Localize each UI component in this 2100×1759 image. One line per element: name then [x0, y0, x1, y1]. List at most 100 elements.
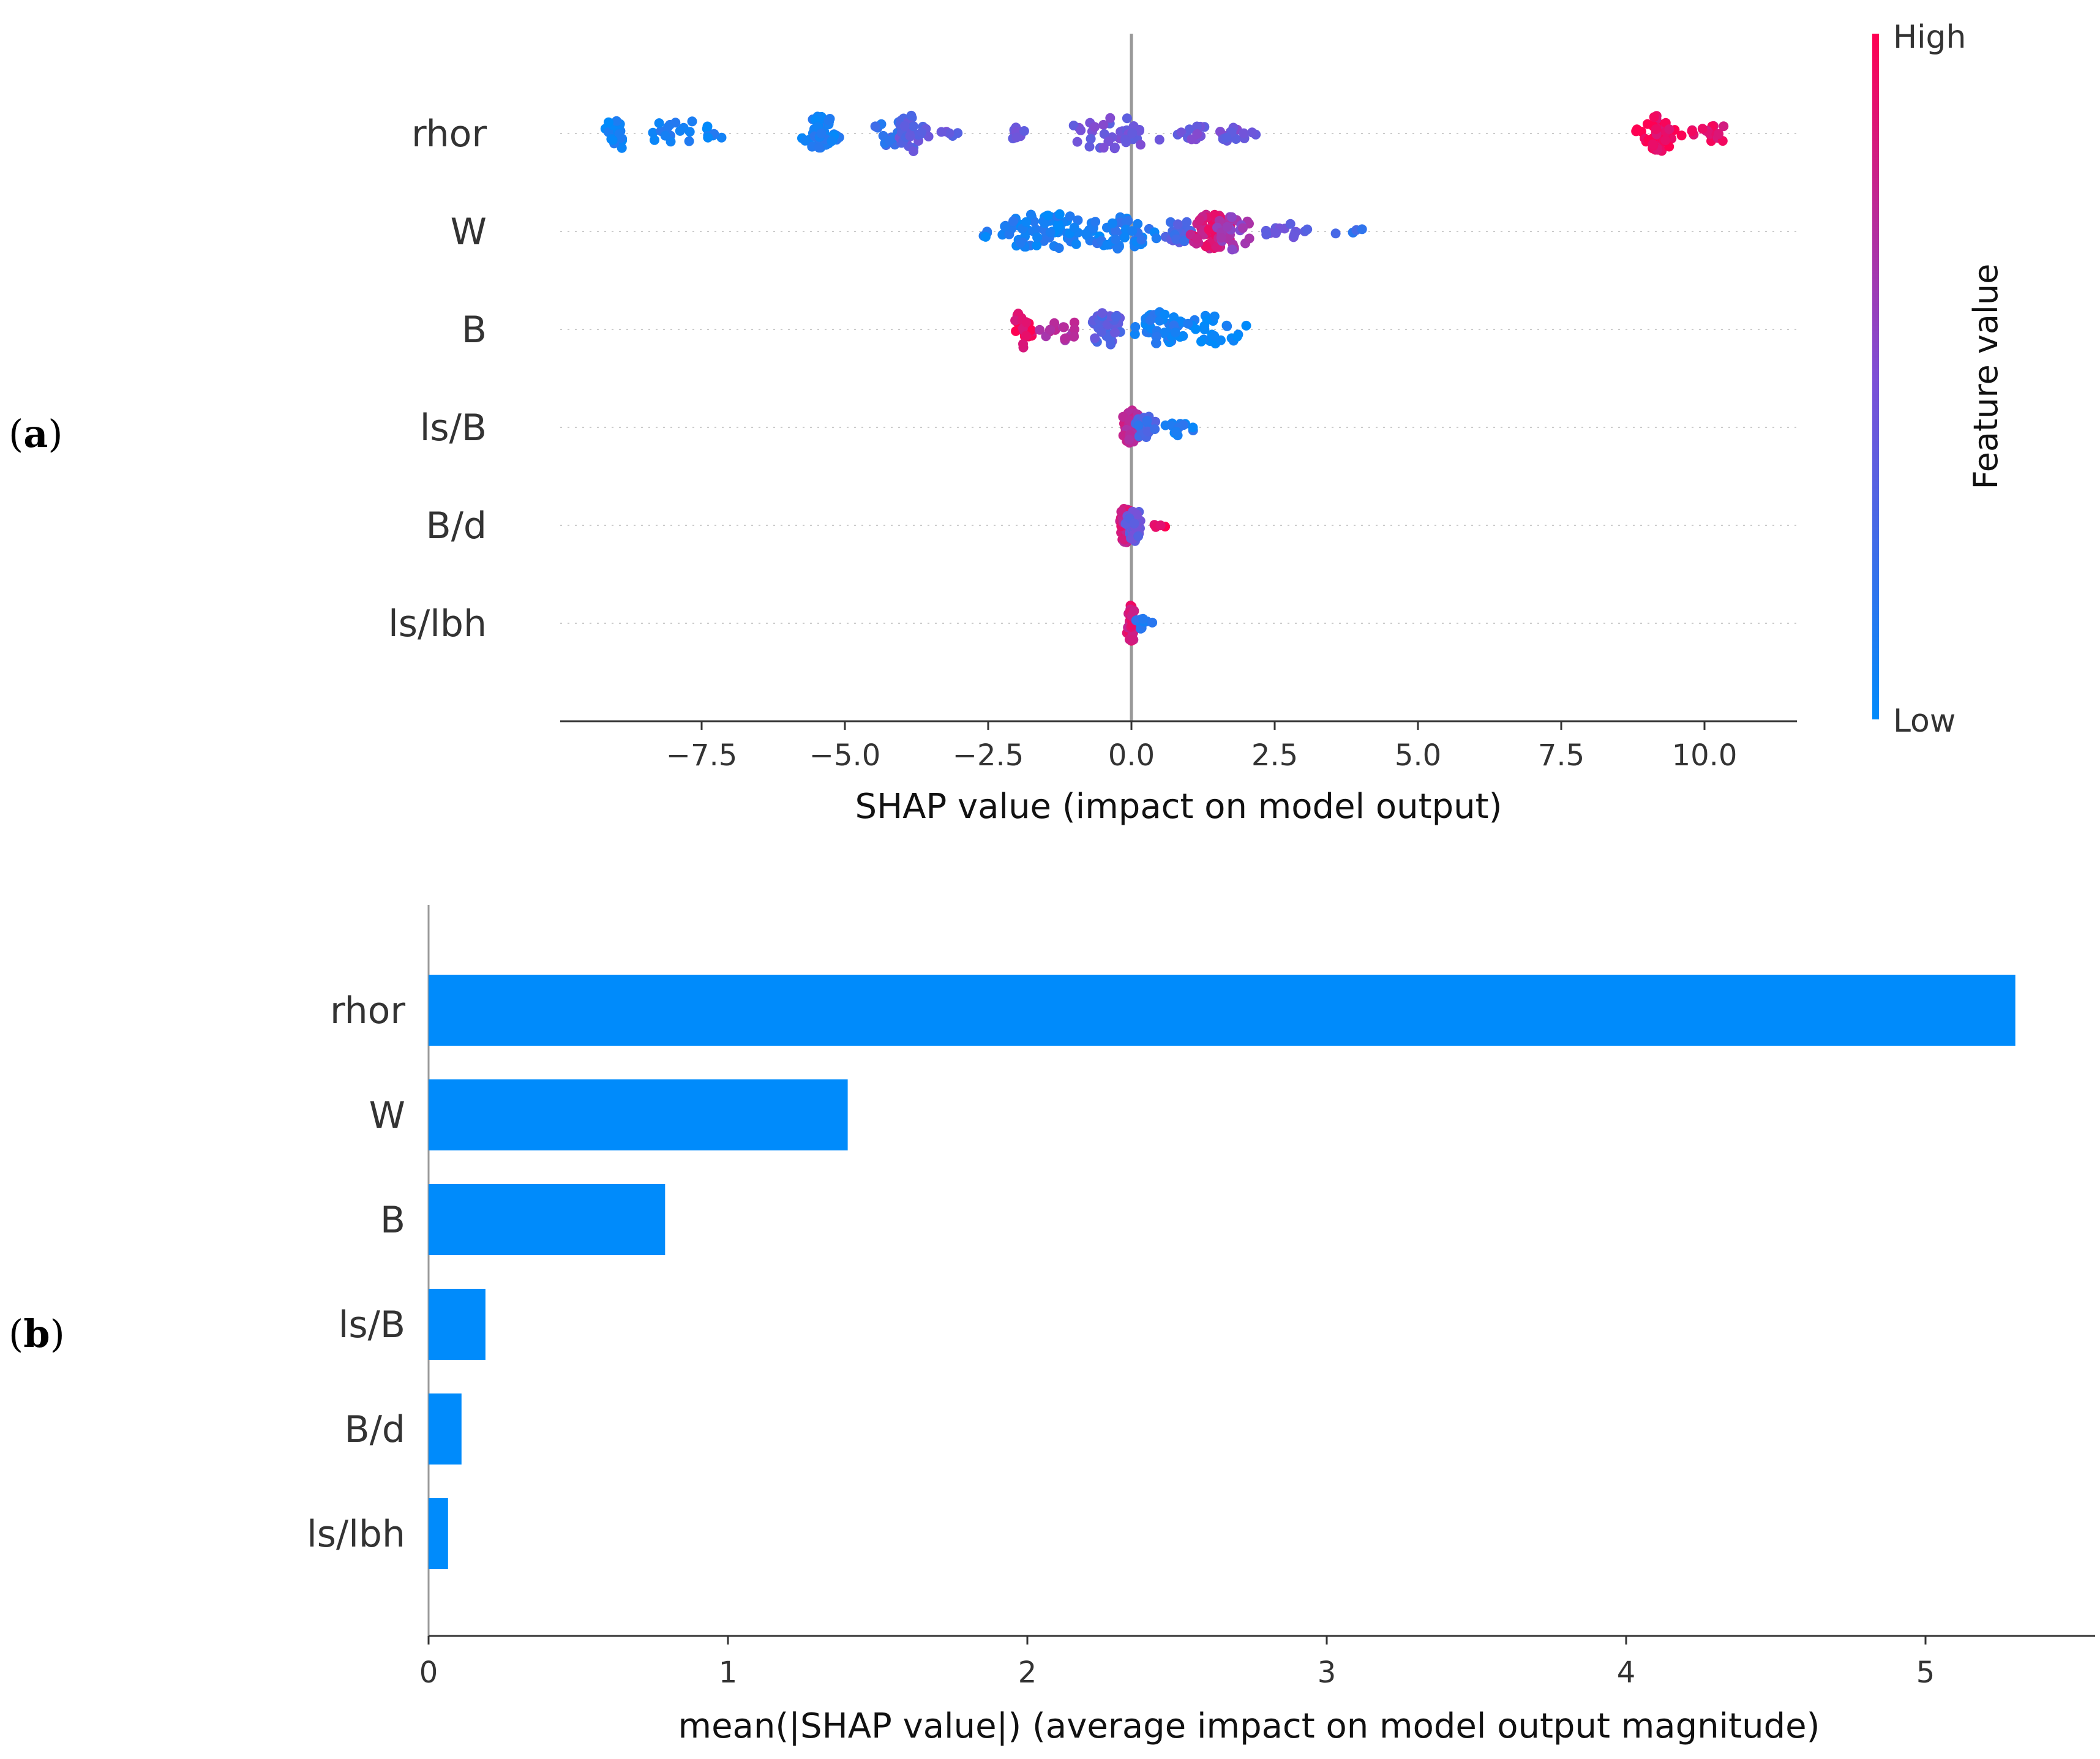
shap-point	[1169, 312, 1179, 323]
shap-point	[1122, 113, 1132, 124]
shap-point	[936, 127, 947, 137]
shap-point	[1247, 127, 1258, 138]
bar-x-tick-label: 0	[419, 1656, 438, 1690]
shap-point	[816, 129, 827, 138]
shap-point	[1150, 416, 1160, 427]
shap-point	[1146, 315, 1155, 325]
shap-point	[1176, 127, 1187, 138]
shap-point	[1182, 217, 1192, 227]
shap-point	[1069, 317, 1079, 328]
shap-point	[1209, 331, 1220, 341]
shap-point	[1651, 124, 1661, 135]
shap-point	[1076, 125, 1086, 135]
shap-point	[1032, 240, 1042, 250]
shap-point	[1045, 324, 1056, 335]
shap-point	[1357, 224, 1367, 234]
bar-B	[429, 1184, 666, 1255]
beeswarm-x-tick-label: 5.0	[1395, 738, 1441, 773]
bar-x-tick-label: 2	[1018, 1656, 1037, 1690]
shap-point	[1216, 233, 1226, 243]
shap-point	[1054, 219, 1063, 230]
shap-point	[1011, 132, 1022, 143]
shap-point	[1302, 224, 1313, 234]
shap-point	[1111, 226, 1121, 236]
shap-point	[1664, 124, 1674, 135]
beeswarm-feature-label: W	[451, 211, 487, 253]
shap-point	[1069, 324, 1079, 334]
bar-chart-category-labels: rhor W Bls/B B/d ls/lbh	[307, 989, 405, 1556]
bar-W	[429, 1079, 848, 1150]
shap-point	[1202, 315, 1212, 325]
shap-point	[909, 146, 918, 156]
beeswarm-x-axis-title: SHAP value (impact on model output)	[855, 787, 1502, 827]
bar-category-label: rhor	[330, 989, 405, 1032]
beeswarm-x-ticks: −7.5 −5.0 −2.5 0.0 2.5 5.0 7.5 10.0	[666, 721, 1737, 773]
shap-point	[1068, 121, 1079, 130]
shap-point	[1697, 124, 1708, 134]
beeswarm-gridlines	[560, 133, 1797, 624]
shap-point	[1241, 320, 1251, 331]
bar-ls-B	[429, 1289, 486, 1360]
shap-point	[909, 121, 918, 132]
beeswarm-feature-label: ls/lbh	[388, 602, 487, 645]
shap-point	[800, 135, 811, 146]
shap-point	[1054, 209, 1065, 219]
shap-point	[884, 135, 894, 146]
shap-point	[1184, 124, 1194, 135]
bar-ls-lbh	[429, 1498, 448, 1569]
shap-point	[1127, 634, 1138, 645]
shap-point	[1190, 324, 1201, 334]
shap-point	[648, 127, 658, 138]
shap-point	[905, 131, 915, 141]
beeswarm-feature-label: ls/B	[420, 407, 487, 449]
shap-point	[1111, 234, 1121, 245]
shap-point	[1244, 233, 1254, 244]
shap-point	[654, 118, 664, 129]
shap-point	[1111, 312, 1121, 322]
shap-point	[1102, 239, 1112, 250]
beeswarm-x-tick-label: 2.5	[1251, 738, 1298, 773]
shap-point	[1072, 137, 1082, 147]
shap-point	[1151, 233, 1161, 244]
shap-point	[1008, 216, 1019, 227]
panel-b-label: (b)	[9, 1311, 65, 1356]
bar-x-tick-label: 5	[1916, 1656, 1935, 1690]
shap-point	[1285, 219, 1296, 229]
bar-category-label: ls/B	[339, 1303, 405, 1346]
shap-point	[1110, 142, 1120, 152]
beeswarm-feature-label: B	[462, 309, 487, 351]
bar-x-tick-label: 1	[719, 1656, 738, 1690]
colorbar-low-label: Low	[1893, 703, 1956, 740]
shap-point	[1192, 234, 1202, 244]
shap-point	[1660, 135, 1671, 146]
shap-point	[617, 143, 627, 153]
shap-point	[823, 115, 834, 126]
shap-point	[1021, 217, 1032, 227]
shap-point	[1222, 222, 1232, 232]
shap-point	[650, 135, 659, 145]
shap-point	[1059, 322, 1069, 332]
bar-category-label: B	[380, 1199, 405, 1242]
shap-point	[1226, 212, 1237, 222]
shap-point	[906, 110, 917, 121]
beeswarm-points	[600, 110, 1729, 646]
shap-point	[1199, 324, 1210, 335]
bar-chart-bars	[429, 975, 2016, 1569]
shap-point	[1330, 228, 1341, 239]
shap-point	[1098, 119, 1109, 130]
shap-point	[1194, 215, 1205, 225]
shap-point	[1090, 333, 1100, 343]
shap-point	[1112, 244, 1123, 254]
beeswarm-feature-label: B/d	[426, 504, 487, 547]
shap-point	[1069, 331, 1079, 342]
shap-point	[1060, 334, 1070, 344]
shap-point	[1179, 236, 1190, 246]
shap-point	[1648, 139, 1658, 149]
shap-point	[1032, 232, 1043, 242]
shap-point	[1676, 130, 1687, 141]
shap-point	[1237, 223, 1248, 233]
shap-point	[604, 117, 613, 127]
shap-point	[1183, 318, 1193, 329]
beeswarm-x-tick-label: 0.0	[1108, 738, 1155, 773]
shap-point	[917, 127, 927, 138]
